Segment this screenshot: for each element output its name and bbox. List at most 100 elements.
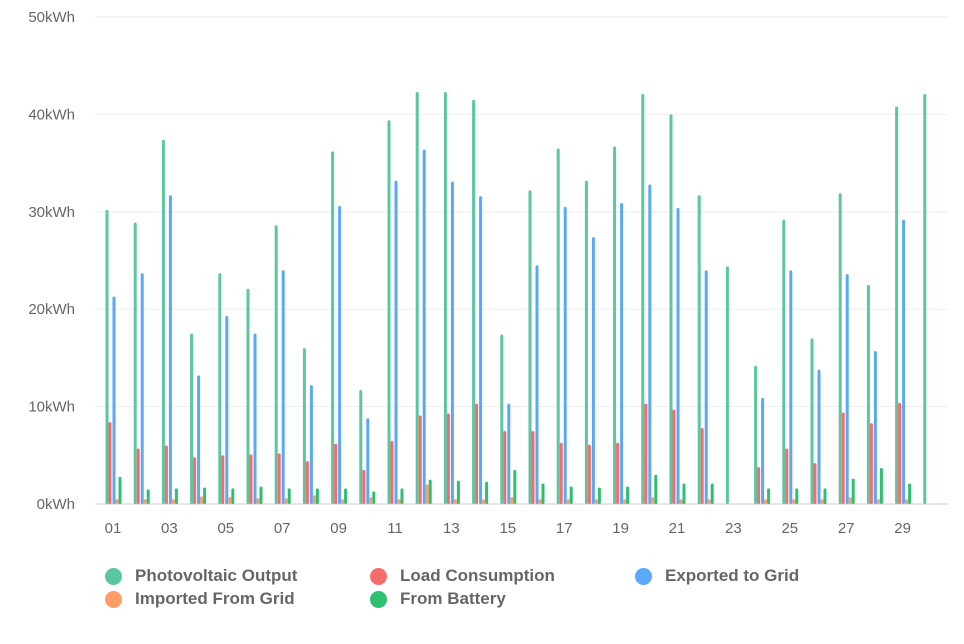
- bar-imported-from-grid: [256, 498, 260, 504]
- bar-exported-to-grid: [422, 149, 426, 505]
- x-tick-label: 13: [443, 520, 460, 537]
- x-tick-label: 17: [556, 520, 573, 537]
- bar-load-consumption: [390, 440, 394, 504]
- bar-imported-from-grid: [312, 495, 316, 504]
- bar-photovoltaic-output: [218, 273, 222, 504]
- bar-load-consumption: [136, 448, 140, 504]
- bar-from-battery: [344, 488, 348, 504]
- legend-marker: [635, 567, 652, 585]
- legend-label: From Battery: [400, 589, 506, 608]
- legend-label: Photovoltaic Output: [135, 566, 298, 585]
- bar-photovoltaic-output: [584, 180, 588, 504]
- bar-imported-from-grid: [651, 497, 655, 504]
- bar-exported-to-grid: [309, 385, 313, 504]
- bar-from-battery: [231, 488, 235, 504]
- bar-photovoltaic-output: [161, 139, 165, 504]
- x-tick-label: 01: [105, 520, 122, 537]
- bar-photovoltaic-output: [669, 114, 673, 505]
- y-tick-label: 30kWh: [28, 204, 75, 221]
- bar-load-consumption: [869, 423, 873, 504]
- legend-marker: [105, 590, 122, 608]
- bar-from-battery: [626, 486, 630, 504]
- bar-photovoltaic-output: [613, 146, 617, 505]
- legend-item-imported-from-grid[interactable]: Imported From Grid: [105, 589, 295, 609]
- x-tick-label: 19: [612, 520, 629, 537]
- bar-exported-to-grid: [676, 207, 680, 505]
- bar-imported-from-grid: [143, 499, 147, 504]
- y-tick-label: 10kWh: [28, 399, 75, 416]
- bar-photovoltaic-output: [725, 266, 729, 504]
- bar-load-consumption: [193, 457, 197, 504]
- legend-item-load-consumption[interactable]: Load Consumption: [370, 566, 555, 586]
- bar-exported-to-grid: [450, 181, 454, 504]
- bar-photovoltaic-output: [387, 120, 391, 504]
- bar-from-battery: [682, 483, 686, 504]
- bar-imported-from-grid: [369, 497, 373, 504]
- bar-from-battery: [851, 478, 855, 504]
- bar-exported-to-grid: [563, 206, 567, 504]
- bar-from-battery: [908, 483, 912, 504]
- bar-imported-from-grid: [848, 497, 852, 504]
- bar-exported-to-grid: [140, 273, 144, 504]
- bar-exported-to-grid: [789, 270, 793, 504]
- x-tick-label: 07: [274, 520, 291, 537]
- bar-load-consumption: [672, 409, 676, 504]
- bar-from-battery: [823, 488, 827, 504]
- bar-from-battery: [541, 483, 545, 504]
- bar-from-battery: [259, 486, 263, 504]
- bar-load-consumption: [813, 463, 817, 504]
- bar-load-consumption: [418, 415, 422, 504]
- bar-imported-from-grid: [538, 499, 542, 504]
- bar-from-battery: [710, 483, 714, 504]
- bar-photovoltaic-output: [838, 193, 842, 504]
- legend-label: Load Consumption: [400, 566, 555, 585]
- bar-load-consumption: [108, 422, 112, 504]
- bar-load-consumption: [841, 412, 845, 504]
- bar-load-consumption: [334, 443, 338, 504]
- bar-exported-to-grid: [817, 369, 821, 504]
- bar-imported-from-grid: [876, 499, 880, 504]
- legend-item-photovoltaic-output[interactable]: Photovoltaic Output: [105, 566, 297, 586]
- bar-exported-to-grid: [197, 375, 201, 504]
- bar-load-consumption: [785, 448, 789, 504]
- bar-exported-to-grid: [902, 219, 906, 505]
- y-tick-label: 40kWh: [28, 106, 75, 123]
- bar-exported-to-grid: [366, 418, 370, 504]
- bar-imported-from-grid: [764, 499, 768, 504]
- x-tick-label: 23: [725, 520, 742, 537]
- bar-photovoltaic-output: [443, 91, 447, 505]
- bar-load-consumption: [531, 430, 535, 504]
- x-tick-label: 25: [781, 520, 798, 537]
- bar-imported-from-grid: [228, 497, 232, 504]
- bar-imported-from-grid: [510, 497, 514, 504]
- bar-photovoltaic-output: [923, 93, 927, 505]
- bar-load-consumption: [475, 403, 479, 504]
- bar-from-battery: [372, 491, 376, 504]
- bar-imported-from-grid: [171, 499, 175, 504]
- bar-from-battery: [174, 488, 178, 504]
- bar-photovoltaic-output: [641, 93, 645, 505]
- bar-from-battery: [597, 487, 601, 504]
- bar-load-consumption: [221, 455, 225, 504]
- bar-exported-to-grid: [394, 180, 398, 504]
- bar-photovoltaic-output: [810, 338, 814, 504]
- bar-photovoltaic-output: [782, 219, 786, 505]
- bar-imported-from-grid: [792, 499, 796, 504]
- legend-marker: [370, 590, 387, 608]
- bar-exported-to-grid: [479, 196, 483, 504]
- bar-from-battery: [315, 488, 319, 504]
- bar-exported-to-grid: [112, 296, 116, 504]
- legend-marker: [105, 567, 122, 585]
- bar-imported-from-grid: [115, 499, 119, 504]
- bar-photovoltaic-output: [754, 365, 758, 504]
- y-tick-label: 20kWh: [28, 301, 75, 318]
- legend-item-exported-to-grid[interactable]: Exported to Grid: [635, 566, 799, 586]
- legend-item-from-battery[interactable]: From Battery: [370, 589, 506, 609]
- bar-from-battery: [569, 486, 573, 504]
- bar-load-consumption: [616, 442, 620, 504]
- bar-photovoltaic-output: [866, 284, 870, 504]
- x-tick-label: 15: [499, 520, 516, 537]
- bar-from-battery: [513, 469, 517, 504]
- bar-photovoltaic-output: [895, 106, 899, 504]
- bar-from-battery: [287, 488, 291, 504]
